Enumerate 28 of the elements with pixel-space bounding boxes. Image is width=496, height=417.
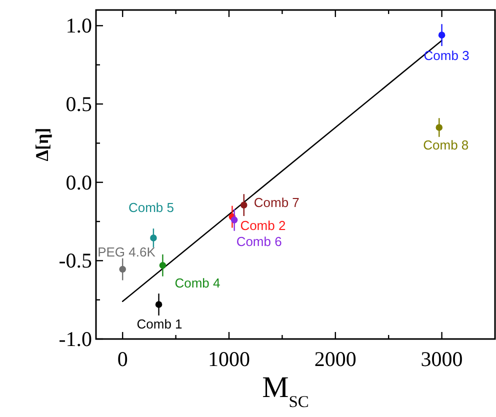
series-label: Comb 1 — [136, 316, 182, 332]
y-axis-title: Δ[η] — [32, 128, 52, 162]
point — [155, 301, 162, 308]
series-label: Comb 3 — [424, 48, 470, 64]
y-tick-label: -0.5 — [58, 248, 92, 273]
y-tick-label: 0.5 — [66, 92, 92, 116]
series-label: Comb 2 — [240, 218, 286, 233]
x-axis-title: M$_{SC}$ — [262, 371, 309, 410]
y-tick-label: 0.0 — [66, 170, 92, 194]
y-tick-label: 1.0 — [66, 14, 92, 38]
point — [230, 216, 238, 224]
point — [150, 234, 157, 242]
point — [119, 266, 126, 273]
point — [436, 124, 443, 131]
y-tick-label: -1.0 — [58, 327, 92, 351]
point — [438, 32, 446, 38]
point — [159, 262, 166, 269]
series-label: Comb 6 — [236, 234, 282, 249]
series-label: Comb 7 — [254, 195, 300, 210]
x-tick-label: 3000 — [420, 347, 463, 371]
point — [240, 202, 248, 208]
x-tick-label: 1000 — [208, 347, 250, 371]
series-label: Comb 4 — [174, 275, 220, 290]
text: Comb 5 — [128, 200, 174, 215]
series-label: PEG 4.6K — [98, 244, 156, 260]
series-label: Comb 8 — [423, 138, 469, 152]
x-tick-label: 2000 — [314, 347, 356, 371]
x-tick-label: 0 — [117, 347, 128, 371]
